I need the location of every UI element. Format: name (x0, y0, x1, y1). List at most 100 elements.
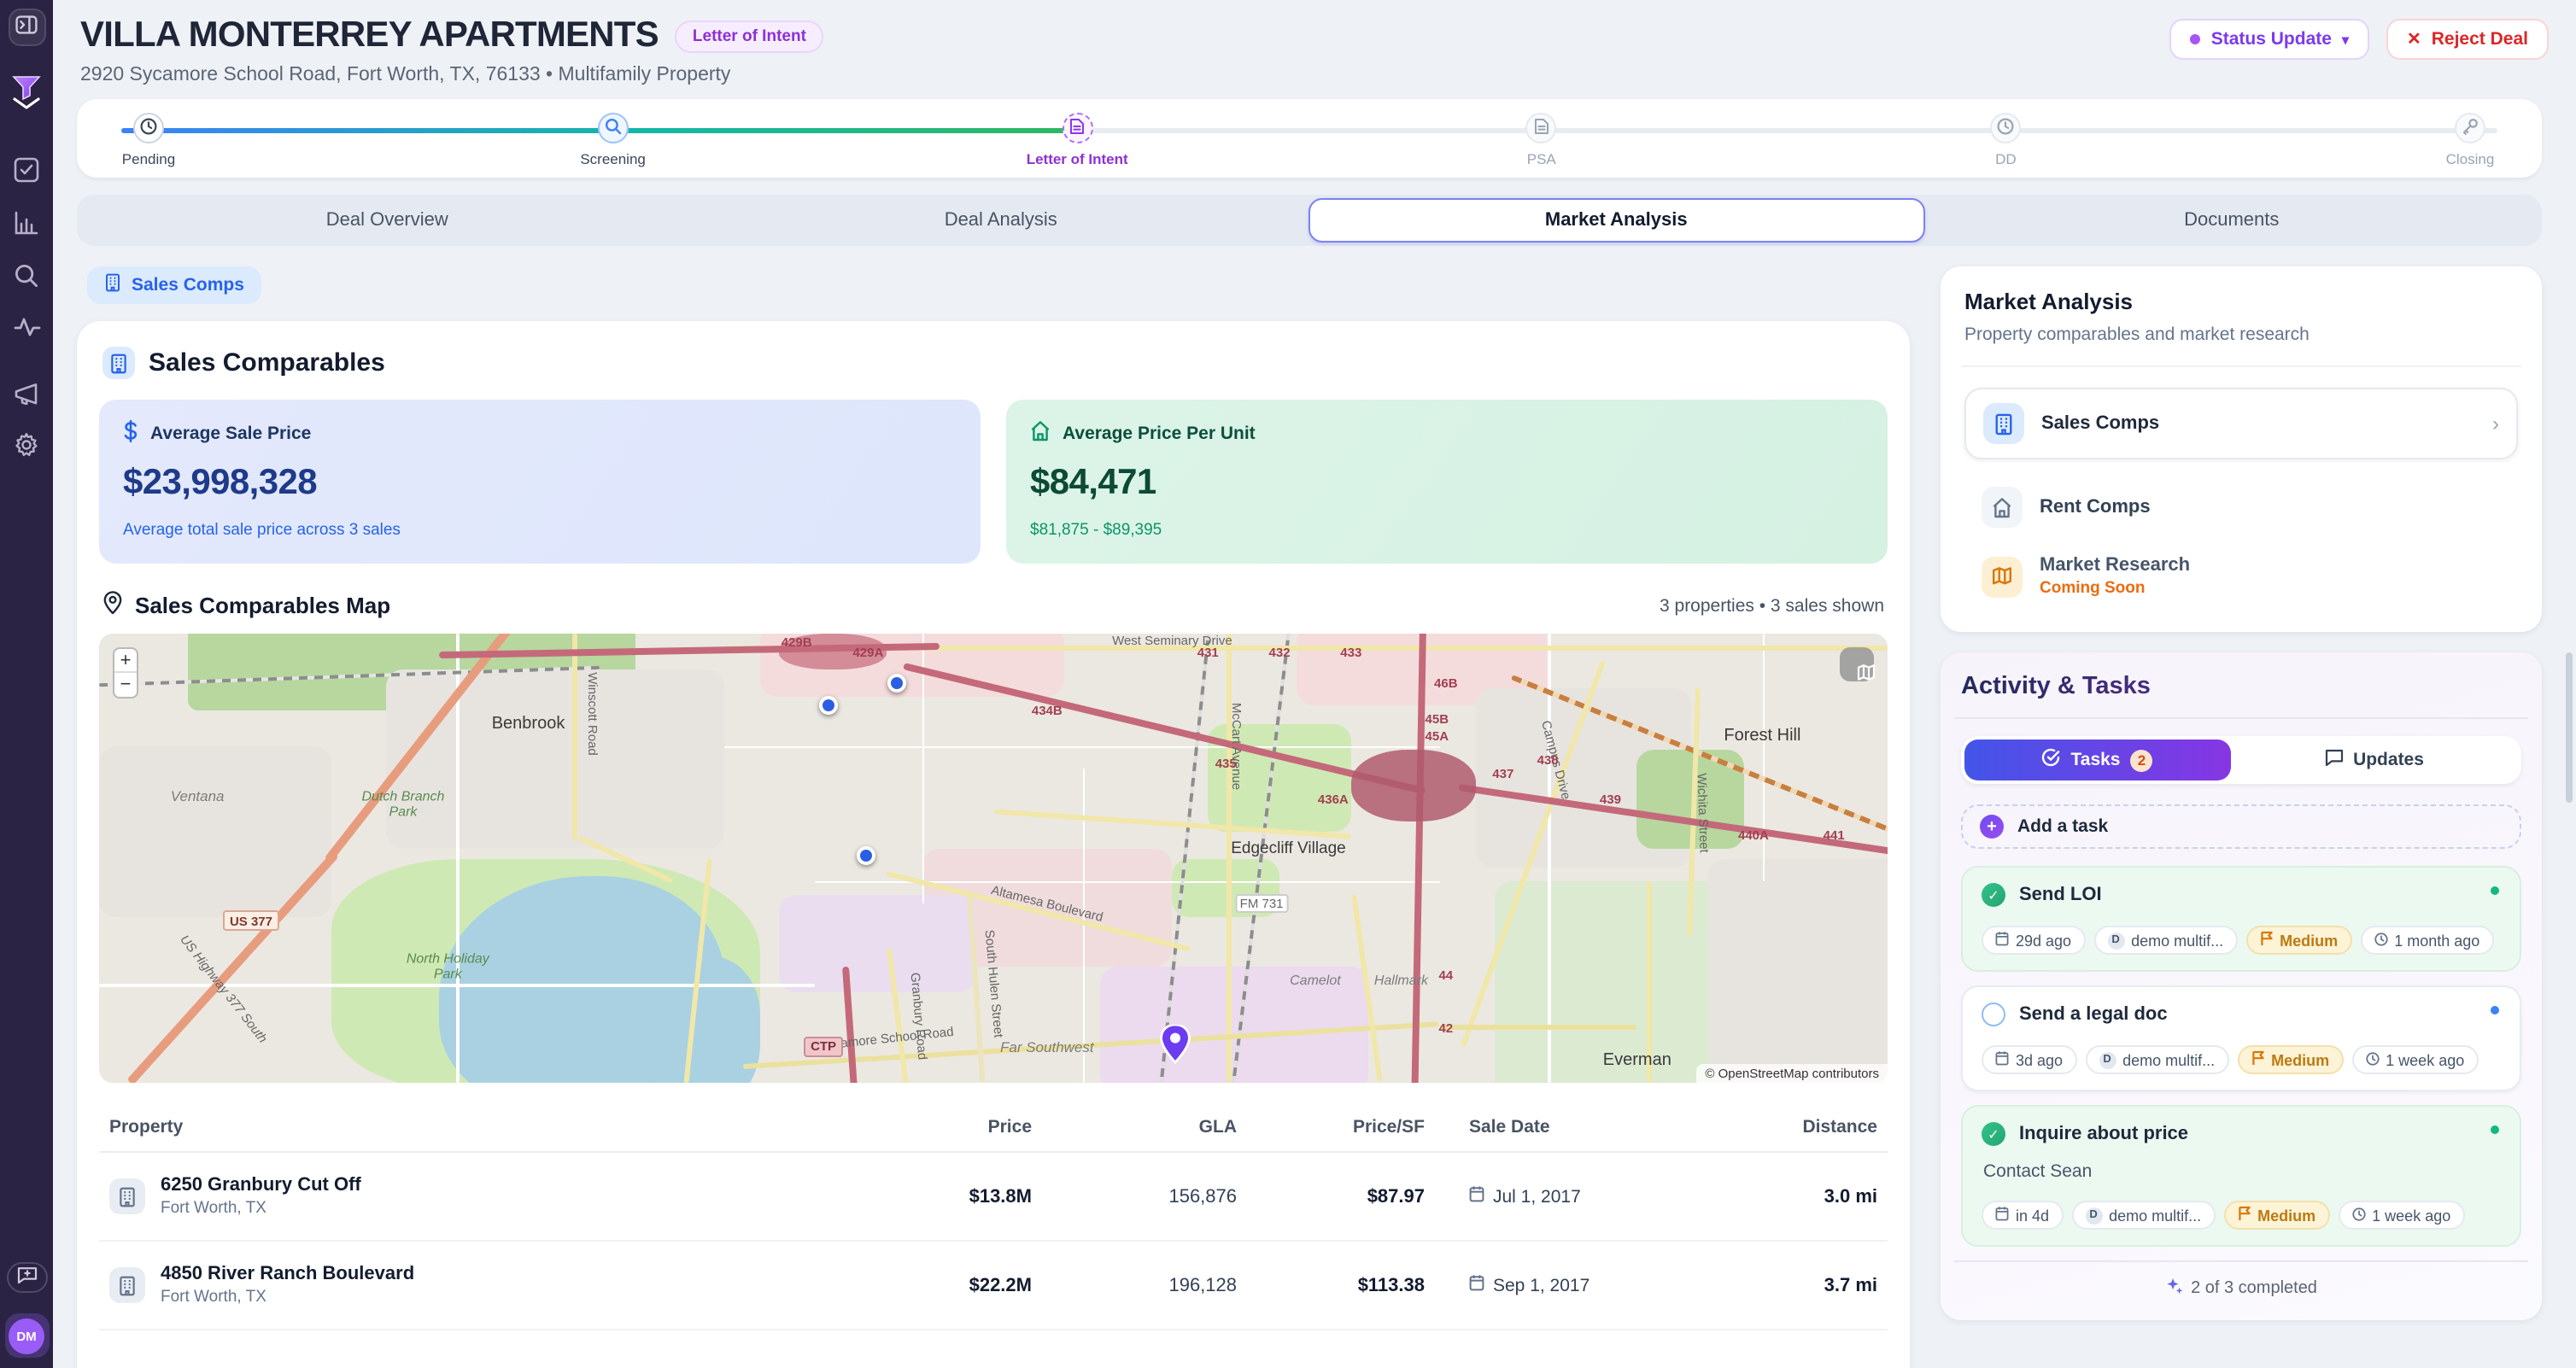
building-icon (109, 1178, 145, 1214)
building-icon (104, 273, 121, 297)
sidebar-toggle-button[interactable] (8, 9, 45, 46)
comp-marker[interactable] (819, 696, 839, 716)
tasks-updates-toggle: Tasks 2 Updates (1961, 736, 2521, 784)
task-card[interactable]: ✓ Send LOI 29d ago D demo multif... (1961, 866, 2521, 972)
sidebar-item-announcements[interactable] (13, 383, 40, 405)
step-label: Screening (580, 150, 646, 167)
tab-deal-analysis[interactable]: Deal Analysis (944, 210, 1057, 231)
scrollbar-thumb[interactable] (2566, 652, 2573, 803)
flag-icon (2251, 1050, 2264, 1069)
map-exit-label: 431 (1197, 644, 1219, 660)
status-update-button[interactable]: Status Update ▾ (2169, 19, 2369, 60)
avatar: DM (9, 1318, 44, 1353)
stat-label: Average Sale Price (150, 424, 312, 444)
user-menu[interactable]: DM (4, 1313, 49, 1358)
clock-icon (140, 113, 157, 143)
table-row[interactable]: 6250 Granbury Cut Off Fort Worth, TX $13… (99, 1153, 1888, 1242)
menu-item-sales-comps[interactable]: Sales Comps › (1964, 388, 2518, 459)
tasks-progress-label: 2 of 3 completed (2191, 1279, 2317, 1298)
tasks-count-badge: 2 (2130, 749, 2153, 771)
menu-item-market-research[interactable]: Market Research Coming Soon (1964, 541, 2518, 611)
tab-tasks[interactable]: Tasks 2 (1964, 740, 2231, 780)
zoom-out-button[interactable]: − (120, 675, 132, 695)
step-label: Closing (2445, 150, 2495, 167)
updated-chip: 1 week ago (2338, 1201, 2465, 1230)
map-road-winscott (572, 634, 578, 840)
cell-sale-date: Jul 1, 2017 (1493, 1186, 1581, 1207)
map-road (1548, 634, 1551, 1083)
clock-icon (2351, 1207, 2365, 1224)
task-complete-checkbox[interactable]: ✓ (1982, 883, 2005, 907)
stat-average-price-per-unit: Average Price Per Unit $84,471 $81,875 -… (1006, 400, 1888, 564)
due-chip: in 4d (1982, 1201, 2064, 1230)
map-exit-label: 44 (1438, 967, 1454, 983)
tab-deal-overview[interactable]: Deal Overview (325, 210, 448, 231)
sales-comps-map[interactable]: Benbrook Ventana Dutch Branch Park North… (99, 634, 1888, 1083)
step-letter-of-intent[interactable]: Letter of Intent (1022, 113, 1132, 167)
comp-marker[interactable] (887, 673, 906, 693)
sparkles-icon (2165, 1277, 2182, 1300)
sidebar-item-search[interactable] (14, 263, 39, 289)
clock-icon (2374, 932, 2387, 949)
step-dd[interactable]: DD (1951, 113, 2060, 167)
zoom-in-button[interactable]: + (114, 649, 137, 673)
cell-price: $13.8M (969, 1186, 1032, 1207)
add-task-button[interactable]: + Add a task (1961, 804, 2521, 849)
cell-distance: 3.0 mi (1824, 1186, 1877, 1207)
map-layers-button[interactable] (1840, 647, 1876, 681)
cell-price-sf: $87.97 (1367, 1186, 1425, 1207)
home-icon (1982, 487, 2023, 528)
tab-documents[interactable]: Documents (2184, 210, 2280, 231)
calendar-icon (1995, 1050, 2009, 1069)
panel-subtitle: Property comparables and market research (1964, 324, 2310, 345)
task-card[interactable]: ✓ Inquire about price Contact Sean in 4d… (1961, 1105, 2521, 1247)
map-interchange (1350, 750, 1477, 822)
status-dot-blue (2491, 1006, 2499, 1014)
deal-chip: D demo multif... (2071, 1201, 2216, 1230)
stage-badge: Letter of Intent (675, 20, 823, 52)
market-analysis-panel: Market Analysis Property comparables and… (1941, 266, 2542, 632)
main-area: VILLA MONTERREY APARTMENTS Letter of Int… (53, 0, 2576, 1368)
map-road-mccart (1226, 634, 1232, 1083)
table-header: Property Price GLA Price/SF Sale Date Di… (99, 1107, 1888, 1153)
step-screening[interactable]: Screening (559, 113, 668, 167)
map-residential-patch (385, 669, 725, 850)
col-property: Property (109, 1117, 184, 1137)
map-exit-label: 432 (1268, 644, 1291, 660)
map-attribution[interactable]: © OpenStreetMap contributors (1696, 1064, 1888, 1083)
step-pending[interactable]: Pending (94, 113, 203, 167)
tab-updates[interactable]: Updates (2230, 748, 2518, 772)
cell-price-sf: $113.38 (1357, 1275, 1425, 1295)
tab-market-analysis[interactable]: Market Analysis (1308, 198, 1925, 243)
task-checkbox[interactable] (1982, 1003, 2005, 1026)
feedback-button[interactable] (6, 1262, 47, 1293)
map-road (456, 634, 460, 1083)
map-label-mccart-avenue: McCart Avenue (1228, 702, 1244, 790)
panel-title: Market Analysis (1964, 289, 2134, 314)
map-label-edgecliff-village: Edgecliff Village (1231, 839, 1346, 859)
task-title: Send a legal doc (2019, 1004, 2168, 1025)
map-residential-patch (99, 745, 332, 917)
comp-marker[interactable] (857, 846, 876, 866)
calendar-icon (1995, 1206, 2009, 1225)
sidebar-item-tasks[interactable] (14, 157, 39, 183)
megaphone-icon (13, 383, 40, 405)
updated-chip: 1 month ago (2360, 926, 2494, 955)
task-complete-checkbox[interactable]: ✓ (1982, 1122, 2005, 1146)
section-title: Sales Comparables (149, 348, 385, 377)
funnel-logo[interactable] (9, 73, 44, 120)
menu-item-rent-comps[interactable]: Rent Comps (1964, 473, 2518, 541)
step-psa[interactable]: PSA (1487, 113, 1596, 167)
task-card[interactable]: Send a legal doc 3d ago D demo multif... (1961, 985, 2521, 1091)
sidebar-item-analytics[interactable] (14, 210, 39, 236)
sales-comparables-card: Sales Comparables Average Sale Price (77, 321, 1910, 1368)
table-row[interactable]: 4850 River Ranch Boulevard Fort Worth, T… (99, 1242, 1888, 1330)
sidebar-item-activity[interactable] (13, 316, 40, 338)
map-road (814, 880, 1441, 884)
sidebar-item-settings[interactable] (14, 432, 39, 458)
breadcrumb[interactable]: Sales Comps (87, 266, 261, 304)
reject-deal-button[interactable]: ✕ Reject Deal (2386, 19, 2549, 60)
document-icon (1534, 113, 1549, 143)
step-closing[interactable]: Closing (2415, 113, 2525, 167)
tasks-tab-label: Tasks (2070, 750, 2121, 770)
